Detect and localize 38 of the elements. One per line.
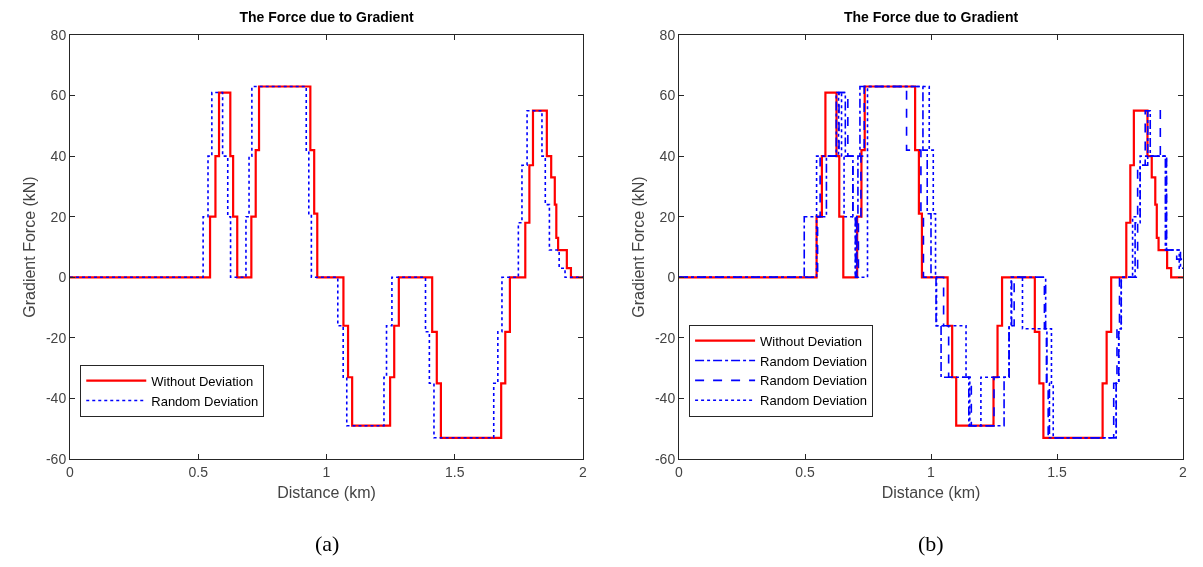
y-axis-title: Gradient Force (kN) bbox=[629, 176, 647, 318]
x-tick-label: 0.5 bbox=[188, 463, 209, 480]
chart-title: The Force due to Gradient bbox=[843, 8, 1019, 25]
y-tick-label: 80 bbox=[50, 26, 67, 43]
y-tick-label: 40 bbox=[50, 148, 67, 165]
y-tick-label: -20 bbox=[45, 329, 67, 346]
y-tick-label: -40 bbox=[45, 390, 67, 407]
x-tick-label: 2 bbox=[579, 463, 588, 480]
legend-label: Random Deviation bbox=[760, 393, 868, 409]
chart-title: The Force due to Gradient bbox=[239, 8, 414, 25]
y-tick-label: -60 bbox=[654, 450, 676, 467]
y-tick-label: 60 bbox=[50, 87, 67, 104]
y-tick-label: 20 bbox=[50, 208, 67, 225]
x-tick-label: 1 bbox=[927, 463, 936, 480]
x-tick-label: 1.5 bbox=[445, 463, 465, 480]
y-axis-title: Gradient Force (kN) bbox=[20, 176, 38, 318]
y-tick-label: 20 bbox=[659, 208, 676, 225]
y-tick-label: -20 bbox=[654, 329, 676, 346]
y-tick-label: -60 bbox=[45, 450, 67, 467]
x-axis-title: Distance (km) bbox=[277, 484, 376, 502]
y-tick-label: 0 bbox=[667, 269, 676, 286]
text: (b) bbox=[918, 531, 944, 556]
x-tick-label: 1.5 bbox=[1047, 463, 1067, 480]
x-tick-label: 2 bbox=[1179, 463, 1188, 480]
y-tick-label: 0 bbox=[58, 269, 67, 286]
y-tick-label: -40 bbox=[654, 390, 676, 407]
y-tick-label: 40 bbox=[659, 148, 676, 165]
legend-label: Without Deviation bbox=[151, 373, 254, 389]
x-axis-title: Distance (km) bbox=[881, 484, 981, 502]
y-tick-label: 80 bbox=[659, 26, 676, 43]
legend-label: Random Deviation bbox=[151, 393, 259, 409]
x-tick-label: 1 bbox=[322, 463, 331, 480]
x-tick-label: 0.5 bbox=[795, 463, 815, 480]
text: (a) bbox=[315, 531, 340, 556]
legend-label: Random Deviation bbox=[760, 373, 868, 389]
legend-label: Random Deviation bbox=[760, 353, 868, 369]
legend-label: Without Deviation bbox=[760, 333, 862, 349]
y-tick-label: 60 bbox=[659, 87, 676, 104]
